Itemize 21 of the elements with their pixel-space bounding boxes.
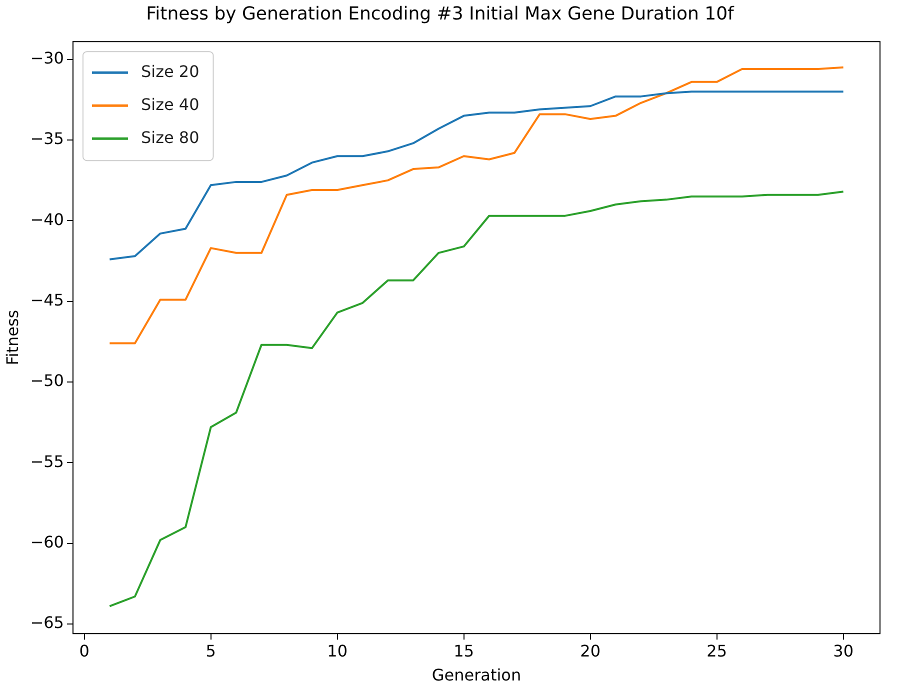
x-tick-label: 0 xyxy=(79,641,90,660)
y-tick-label: −35 xyxy=(30,129,64,148)
x-tick-label: 20 xyxy=(580,641,601,660)
y-tick-label: −60 xyxy=(30,532,64,552)
y-tick-label: −40 xyxy=(30,210,64,229)
legend-label: Size 80 xyxy=(140,128,200,147)
y-tick-label: −55 xyxy=(30,452,64,471)
x-tick-label: 5 xyxy=(206,641,216,660)
legend-label: Size 20 xyxy=(140,62,200,81)
x-tick-label: 25 xyxy=(706,641,727,660)
x-tick-label: 10 xyxy=(327,641,348,660)
legend-label: Size 40 xyxy=(140,94,200,114)
y-tick-label: −50 xyxy=(30,371,64,390)
y-tick-label: −65 xyxy=(30,613,64,632)
y-tick-label: −45 xyxy=(30,290,64,310)
x-tick-label: 30 xyxy=(833,641,854,660)
x-tick-label: 15 xyxy=(454,641,474,660)
chart-title: Fitness by Generation Encoding #3 Initial Max Gene Duration 10f xyxy=(146,3,735,24)
y-tick-label: −30 xyxy=(30,48,64,68)
y-axis-title: Fitness xyxy=(2,310,22,366)
x-axis-title: Generation xyxy=(432,666,522,685)
